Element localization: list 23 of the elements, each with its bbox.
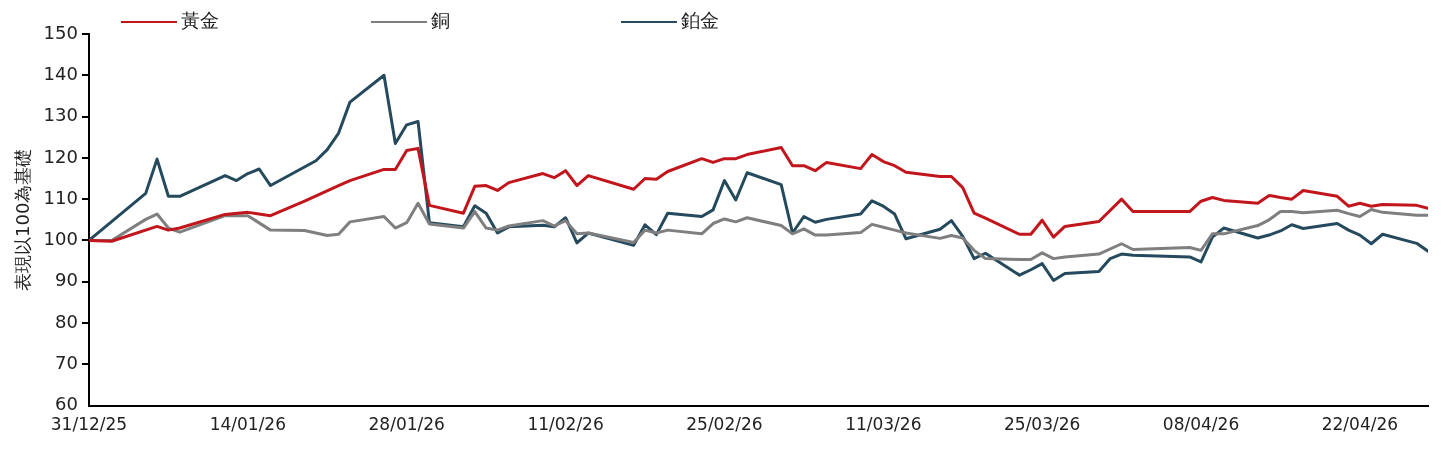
x-tick-label: 25/02/26 [686, 414, 763, 435]
y-tick-label: 120 [43, 145, 78, 167]
x-tick-label: 08/04/26 [1162, 414, 1240, 435]
y-tick-label: 110 [43, 186, 78, 208]
x-tick-label: 31/12/25 [50, 414, 128, 435]
y-axis-title: 表現以100為基礎 [12, 148, 34, 291]
y-tick-label: 60 [55, 393, 78, 415]
y-tick-label: 90 [55, 269, 78, 291]
y-tick-label: 140 [43, 62, 78, 84]
legend-label: 黃金 [180, 8, 219, 31]
y-tick-label: 70 [55, 351, 78, 373]
y-tick-label: 150 [43, 21, 78, 43]
y-tick-label: 80 [55, 310, 78, 332]
legend-label: 銅 [430, 8, 450, 31]
x-tick-label: 11/03/26 [845, 414, 922, 435]
x-tick-label: 14/01/26 [209, 414, 287, 435]
legend-label: 鉑金 [680, 8, 719, 31]
x-tick-label: 25/03/26 [1003, 414, 1081, 435]
x-tick-label: 11/02/26 [527, 414, 604, 435]
y-tick-label: 100 [43, 228, 78, 250]
x-tick-label: 28/01/26 [368, 414, 445, 435]
x-tick-label: 22/04/26 [1321, 414, 1399, 435]
y-tick-label: 130 [43, 104, 78, 126]
